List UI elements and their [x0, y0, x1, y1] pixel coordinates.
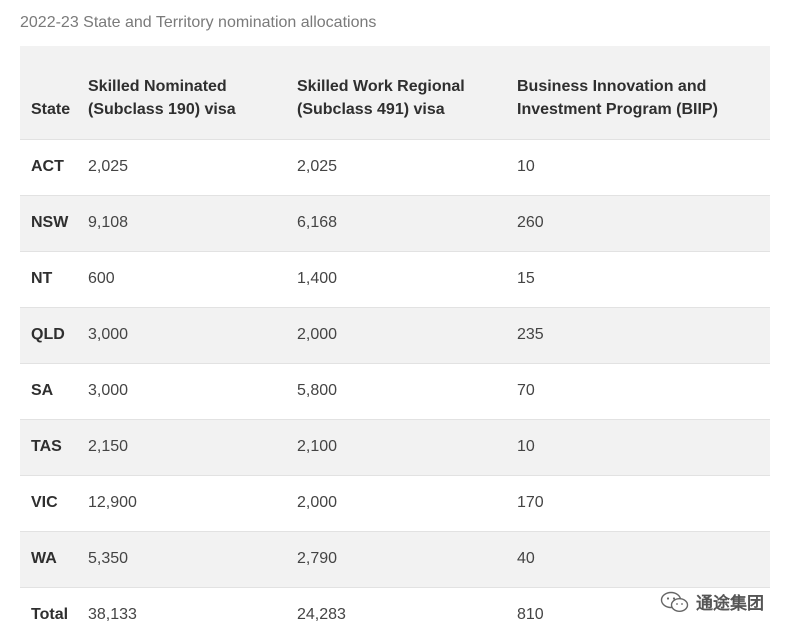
header-biip: Business Innovation and Investment Progr…	[517, 46, 770, 139]
cell-subclass-190: 5,350	[88, 530, 297, 587]
cell-subclass-190: 3,000	[88, 306, 297, 363]
cell-subclass-491: 1,400	[297, 250, 517, 307]
cell-state: NT	[20, 250, 88, 307]
cell-state: SA	[20, 362, 88, 419]
table-row: NT 600 1,400 15	[20, 250, 770, 307]
header-subclass-491: Skilled Work Regional (Subclass 491) vis…	[297, 46, 517, 139]
table-row: NSW 9,108 6,168 260	[20, 194, 770, 251]
wechat-icon	[660, 591, 689, 612]
cell-subclass-190: 3,000	[88, 362, 297, 419]
cell-subclass-190: 600	[88, 250, 297, 307]
table-row: ACT 2,025 2,025 10	[20, 138, 770, 195]
cell-subclass-190: 38,133	[88, 586, 297, 634]
cell-state: ACT	[20, 138, 88, 195]
cell-biip: 70	[517, 362, 770, 419]
cell-state: VIC	[20, 474, 88, 531]
cell-biip: 40	[517, 530, 770, 587]
table-caption: 2022-23 State and Territory nomination a…	[20, 14, 377, 31]
cell-state: WA	[20, 530, 88, 587]
cell-biip: 810	[517, 586, 770, 634]
cell-state: QLD	[20, 306, 88, 363]
cell-subclass-491: 2,025	[297, 138, 517, 195]
table-row: VIC 12,900 2,000 170	[20, 474, 770, 531]
cell-biip: 235	[517, 306, 770, 363]
cell-subclass-491: 24,283	[297, 586, 517, 634]
header-subclass-190: Skilled Nominated (Subclass 190) visa	[88, 46, 297, 139]
cell-subclass-491: 6,168	[297, 194, 517, 251]
cell-biip: 260	[517, 194, 770, 251]
cell-state: NSW	[20, 194, 88, 251]
table-row: Total 38,133 24,283 810	[20, 586, 770, 634]
cell-subclass-491: 2,100	[297, 418, 517, 475]
cell-subclass-190: 9,108	[88, 194, 297, 251]
allocations-table: State Skilled Nominated (Subclass 190) v…	[20, 46, 770, 634]
watermark: 通途集团	[660, 589, 764, 614]
cell-subclass-190: 2,025	[88, 138, 297, 195]
table-row: QLD 3,000 2,000 235	[20, 306, 770, 363]
cell-biip: 15	[517, 250, 770, 307]
table-row: WA 5,350 2,790 40	[20, 530, 770, 587]
cell-biip: 10	[517, 418, 770, 475]
cell-subclass-190: 12,900	[88, 474, 297, 531]
table-row: SA 3,000 5,800 70	[20, 362, 770, 419]
cell-subclass-491: 2,790	[297, 530, 517, 587]
cell-subclass-491: 2,000	[297, 306, 517, 363]
cell-subclass-190: 2,150	[88, 418, 297, 475]
cell-biip: 170	[517, 474, 770, 531]
cell-subclass-491: 5,800	[297, 362, 517, 419]
table-row: TAS 2,150 2,100 10	[20, 418, 770, 475]
cell-biip: 10	[517, 138, 770, 195]
cell-subclass-491: 2,000	[297, 474, 517, 531]
cell-state: Total	[20, 586, 88, 634]
watermark-text: 通途集团	[696, 594, 764, 613]
table-header-row: State Skilled Nominated (Subclass 190) v…	[20, 46, 770, 139]
header-state: State	[20, 46, 88, 139]
cell-state: TAS	[20, 418, 88, 475]
